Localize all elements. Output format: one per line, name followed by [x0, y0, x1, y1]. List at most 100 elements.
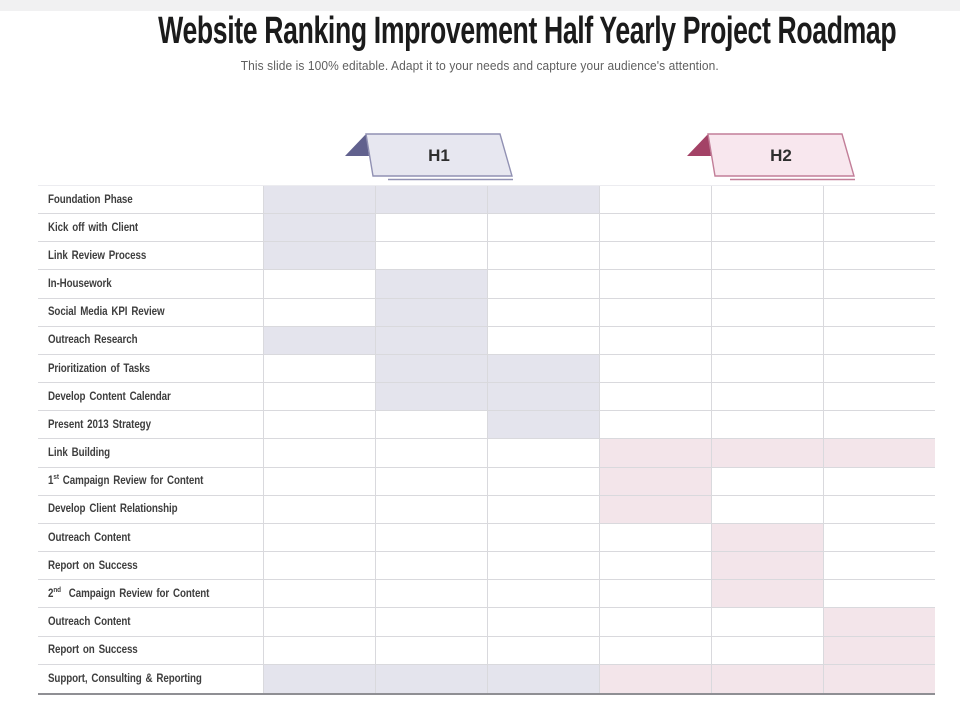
- gantt-cell-empty: [711, 411, 823, 440]
- gantt-cell-empty: [487, 326, 599, 355]
- roadmap-grid: Foundation Phase Kick off with Client Link…: [38, 185, 935, 695]
- gantt-cell-filled: [823, 664, 935, 693]
- gantt-cell-filled: [375, 186, 487, 215]
- gantt-cell-empty: [263, 298, 375, 327]
- gantt-cell-empty: [263, 523, 375, 553]
- gantt-cell-empty: [599, 580, 711, 609]
- gantt-cell-empty: [711, 242, 823, 271]
- gantt-cell-empty: [823, 523, 935, 553]
- gantt-cell-empty: [599, 326, 711, 355]
- task-label: Report on Success: [38, 637, 263, 665]
- gantt-cell-filled: [599, 495, 711, 524]
- gantt-cell-empty: [599, 552, 711, 581]
- gantt-cell-empty: [599, 636, 711, 665]
- gantt-cell-filled: [487, 411, 599, 440]
- gantt-cell-empty: [263, 552, 375, 581]
- gantt-cell-filled: [263, 186, 375, 215]
- gantt-cell-empty: [823, 326, 935, 355]
- gantt-cell-empty: [487, 523, 599, 553]
- gantt-cell-empty: [487, 636, 599, 665]
- gantt-cell-empty: [375, 439, 487, 468]
- task-label: 2nd Campaign Review for Content: [38, 580, 263, 609]
- gantt-cell-empty: [375, 552, 487, 581]
- gantt-cell-empty: [263, 467, 375, 496]
- gantt-cell-filled: [823, 439, 935, 468]
- page-subtitle: This slide is 100% editable. Adapt it to…: [241, 58, 719, 73]
- gantt-cell-empty: [487, 298, 599, 327]
- gantt-cell-empty: [823, 552, 935, 581]
- gantt-cell-empty: [711, 326, 823, 355]
- top-strip: [0, 0, 960, 11]
- gantt-cell-empty: [599, 270, 711, 299]
- gantt-cell-filled: [375, 298, 487, 327]
- gantt-cell-filled: [711, 664, 823, 693]
- gantt-cell-filled: [711, 439, 823, 468]
- gantt-cell-empty: [599, 186, 711, 215]
- task-label: Kick off with Client: [38, 214, 263, 243]
- gantt-cell-filled: [487, 186, 599, 215]
- gantt-cell-filled: [375, 354, 487, 384]
- gantt-cell-empty: [823, 383, 935, 412]
- gantt-cell-empty: [375, 580, 487, 609]
- task-label: Develop Client Relationship: [38, 496, 263, 524]
- task-label: Outreach Content: [38, 608, 263, 637]
- gantt-cell-filled: [263, 326, 375, 355]
- task-label: Develop Content Calendar: [38, 383, 263, 412]
- gantt-cell-filled: [375, 326, 487, 355]
- task-label: Outreach Content: [38, 524, 263, 553]
- gantt-cell-empty: [487, 270, 599, 299]
- gantt-cell-empty: [823, 242, 935, 271]
- gantt-cell-empty: [375, 523, 487, 553]
- gantt-cell-empty: [375, 608, 487, 637]
- gantt-cell-empty: [487, 580, 599, 609]
- gantt-cell-empty: [263, 411, 375, 440]
- gantt-cell-empty: [375, 495, 487, 524]
- gantt-cell-filled: [375, 383, 487, 412]
- gantt-cell-filled: [263, 664, 375, 693]
- gantt-cell-empty: [375, 636, 487, 665]
- gantt-cell-empty: [711, 270, 823, 299]
- gantt-cell-empty: [487, 214, 599, 243]
- gantt-cell-filled: [599, 664, 711, 693]
- gantt-cell-filled: [711, 580, 823, 609]
- gantt-cell-filled: [375, 664, 487, 693]
- gantt-cell-empty: [375, 214, 487, 243]
- task-label: Present 2013 Strategy: [38, 411, 263, 440]
- gantt-cell-filled: [711, 552, 823, 581]
- task-label: Link Review Process: [38, 242, 263, 271]
- gantt-cell-empty: [487, 242, 599, 271]
- gantt-cell-empty: [823, 186, 935, 215]
- gantt-cell-filled: [487, 383, 599, 412]
- gantt-cell-empty: [823, 298, 935, 327]
- task-label: Foundation Phase: [38, 186, 263, 215]
- gantt-cell-empty: [487, 552, 599, 581]
- gantt-cell-filled: [263, 242, 375, 271]
- gantt-cell-empty: [823, 354, 935, 384]
- gantt-cell-empty: [711, 467, 823, 496]
- h1-banner-ribbon-icon: H1: [345, 133, 513, 181]
- task-label: 1st Campaign Review for Content: [38, 468, 263, 496]
- gantt-cell-empty: [263, 608, 375, 637]
- h2-banner-label: H2: [770, 146, 792, 165]
- h1-banner: H1: [342, 130, 518, 184]
- gantt-cell-empty: [711, 636, 823, 665]
- h2-banner: H2: [684, 130, 860, 184]
- gantt-cell-empty: [599, 411, 711, 440]
- page-title: Website Ranking Improvement Half Yearly …: [158, 10, 897, 52]
- gantt-cell-empty: [375, 242, 487, 271]
- gantt-cell-filled: [599, 439, 711, 468]
- gantt-cell-empty: [711, 354, 823, 384]
- gantt-cell-empty: [487, 495, 599, 524]
- gantt-cell-filled: [823, 608, 935, 637]
- h1-banner-label: H1: [428, 146, 450, 165]
- gantt-cell-empty: [263, 580, 375, 609]
- gantt-cell-empty: [823, 214, 935, 243]
- gantt-cell-empty: [599, 383, 711, 412]
- gantt-cell-empty: [263, 439, 375, 468]
- gantt-cell-empty: [711, 608, 823, 637]
- h2-banner-ribbon-icon: H2: [687, 133, 855, 181]
- gantt-cell-empty: [711, 214, 823, 243]
- task-label: Link Building: [38, 439, 263, 468]
- gantt-cell-empty: [599, 298, 711, 327]
